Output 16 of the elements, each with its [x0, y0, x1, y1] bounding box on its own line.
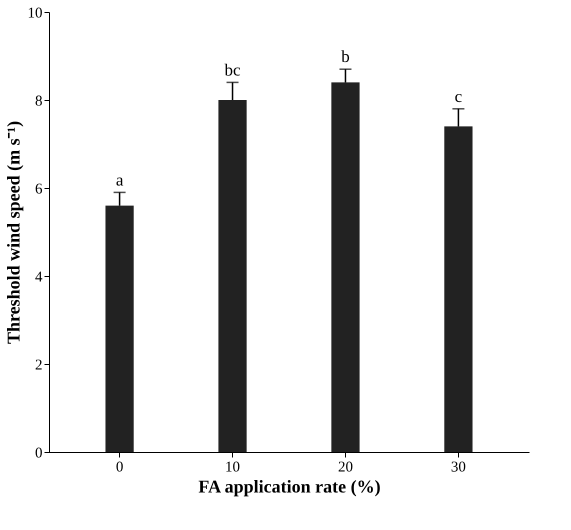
y-tick-label: 0	[35, 446, 42, 462]
y-tick-label: 4	[35, 270, 43, 286]
annotation: c	[454, 86, 463, 106]
annotation: b	[341, 47, 350, 66]
x-tick-label: 10	[225, 460, 240, 476]
y-tick-label: 6	[35, 182, 43, 198]
annotation: a	[116, 170, 124, 190]
x-tick-label: 30	[450, 460, 466, 476]
x-tick-label: 0	[116, 460, 124, 476]
y-tick-label: 10	[28, 6, 42, 22]
y-axis-title: Threshold wind speed (m s⁻¹)	[4, 120, 24, 344]
y-tick-label: 2	[35, 358, 42, 374]
x-axis-title: FA application rate (%)	[198, 476, 381, 496]
annotation: bc	[224, 60, 242, 80]
y-tick-label: 8	[35, 94, 42, 110]
x-tick-label: 20	[338, 460, 353, 476]
